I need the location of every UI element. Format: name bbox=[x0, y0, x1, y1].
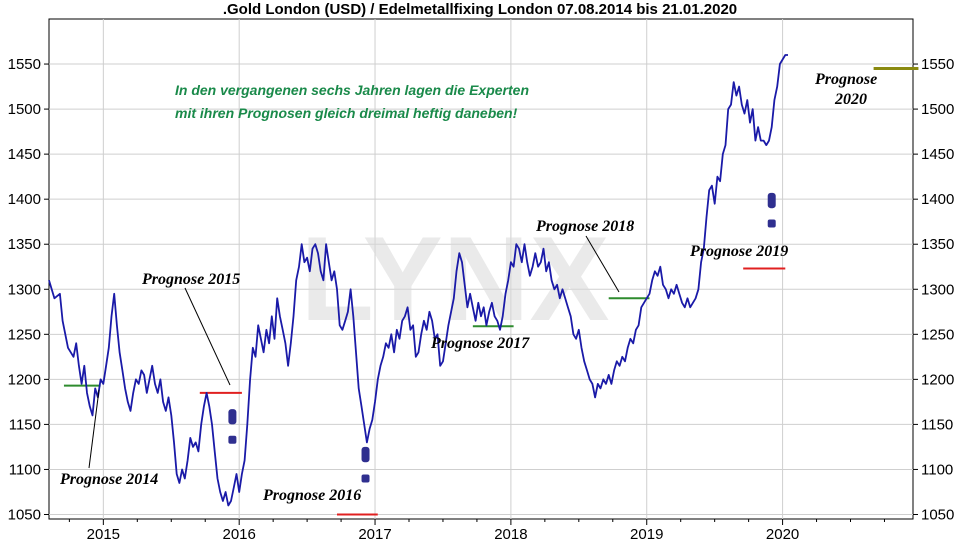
label-prognose-2018: Prognose 2018 bbox=[535, 218, 634, 235]
x-tick-label: 2015 bbox=[87, 526, 120, 540]
forecast-markers bbox=[228, 192, 776, 483]
pointer-line bbox=[88, 389, 100, 469]
annotation-pointers bbox=[88, 235, 620, 469]
y-tick-label: 1100 bbox=[921, 461, 953, 478]
y-tick-label: 1100 bbox=[9, 461, 41, 478]
forecast-range-marker bbox=[361, 446, 370, 463]
y-axis-right: 1050 1100 1150 1200 1250 1300 1350 1400 1450 1500… bbox=[913, 56, 954, 523]
y-tick-label: 1200 bbox=[8, 371, 41, 388]
chart-title: .Gold London (USD) / Edelmetallfixing Lo… bbox=[223, 1, 737, 18]
note-line-2: mit ihren Prognosen gleich dreimal hefti… bbox=[175, 105, 518, 121]
y-tick-label: 1050 bbox=[8, 506, 41, 523]
forecast-dot-marker bbox=[361, 474, 370, 483]
y-tick-label: 1550 bbox=[921, 56, 954, 73]
x-tick-label: 2016 bbox=[223, 526, 256, 540]
label-prognose-2016: Prognose 2016 bbox=[262, 487, 361, 504]
label-prognose-2015: Prognose 2015 bbox=[141, 271, 240, 288]
y-tick-label: 1250 bbox=[921, 326, 954, 343]
forecast-dot-marker bbox=[228, 435, 237, 444]
x-tick-label: 2018 bbox=[494, 526, 527, 540]
y-tick-label: 1050 bbox=[921, 506, 954, 523]
y-tick-label: 1450 bbox=[921, 146, 954, 163]
price-series bbox=[48, 54, 788, 507]
label-prognose-2019: Prognose 2019 bbox=[689, 243, 788, 260]
forecast-range-marker bbox=[228, 409, 237, 425]
x-axis: 2015 2016 2017 2018 2019 2020 bbox=[68, 519, 885, 540]
y-tick-label: 1450 bbox=[8, 146, 41, 163]
y-tick-label: 1150 bbox=[921, 416, 953, 433]
y-tick-label: 1300 bbox=[921, 281, 954, 298]
label-prognose-2020-year: 2020 bbox=[834, 91, 867, 108]
y-tick-label: 1350 bbox=[8, 236, 41, 253]
y-tick-label: 1400 bbox=[921, 191, 954, 208]
gold-price-line bbox=[48, 54, 788, 507]
gridlines bbox=[49, 19, 913, 519]
y-tick-label: 1200 bbox=[921, 371, 954, 388]
x-tick-label: 2017 bbox=[358, 526, 391, 540]
y-tick-label: 1300 bbox=[8, 281, 41, 298]
pointer-line bbox=[184, 287, 231, 386]
forecast-dot-marker bbox=[767, 219, 776, 228]
y-tick-label: 1500 bbox=[921, 101, 954, 118]
y-tick-label: 1150 bbox=[9, 416, 41, 433]
x-tick-label: 2019 bbox=[630, 526, 663, 540]
y-tick-label: 1250 bbox=[8, 326, 41, 343]
y-axis-left: 1050 1100 1150 1200 1250 1300 1350 1400 1450 1500… bbox=[8, 56, 49, 523]
label-prognose-2014: Prognose 2014 bbox=[59, 471, 158, 488]
label-prognose-2020-word: Prognose bbox=[814, 71, 877, 88]
forecast-range-marker bbox=[767, 192, 776, 209]
y-tick-label: 1550 bbox=[8, 56, 41, 73]
y-tick-label: 1400 bbox=[8, 191, 41, 208]
x-tick-label: 2020 bbox=[766, 526, 799, 540]
pointer-line bbox=[585, 235, 620, 293]
y-tick-label: 1500 bbox=[8, 101, 41, 118]
y-tick-label: 1350 bbox=[921, 236, 954, 253]
note-line-1: In den vergangenen sechs Jahren lagen di… bbox=[175, 82, 529, 98]
label-prognose-2017: Prognose 2017 bbox=[430, 335, 530, 352]
